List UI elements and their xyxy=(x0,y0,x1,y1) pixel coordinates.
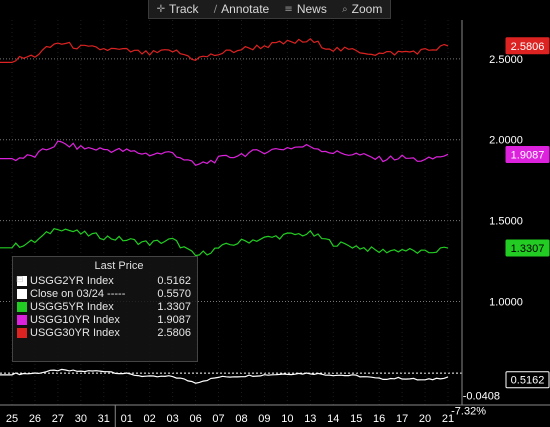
change-annotation: -0.0408 xyxy=(463,391,500,403)
x-tick-label: 10 xyxy=(281,413,293,425)
legend-row-2yr[interactable]: USGG2YR Index 0.5162 xyxy=(17,274,191,287)
pencil-icon: ∕ xyxy=(213,3,218,15)
x-tick-label: 25 xyxy=(6,413,18,425)
series-line-usgg5yr xyxy=(0,228,449,257)
x-tick-label: 01 xyxy=(121,413,133,425)
series-line-usgg10yr xyxy=(0,140,449,166)
legend-series-value: 0.5570 xyxy=(157,287,191,300)
x-tick-label: 16 xyxy=(373,413,385,425)
legend-series-name: USGG5YR Index xyxy=(30,300,114,313)
chart-legend: ⊟ Last Price USGG2YR Index 0.5162 Close … xyxy=(12,256,198,362)
x-tick-label: 07 xyxy=(212,413,224,425)
x-tick-label: 14 xyxy=(327,413,339,425)
y-tick-label: 2.0000 xyxy=(489,135,523,147)
y-tick-label: 1.0000 xyxy=(489,296,523,308)
annotate-button[interactable]: ∕ Annotate xyxy=(214,2,269,16)
series-line-usgg30yr xyxy=(0,38,449,63)
zoom-button[interactable]: ⌕ Zoom xyxy=(342,2,382,16)
news-label: News xyxy=(296,2,327,16)
price-label-box xyxy=(505,145,550,163)
x-tick-label: 09 xyxy=(258,413,270,425)
legend-swatch xyxy=(17,314,27,325)
legend-swatch xyxy=(17,288,27,299)
price-label-text: 1.3307 xyxy=(511,243,545,255)
legend-series-value: 0.5162 xyxy=(157,274,191,287)
x-tick-label: 26 xyxy=(29,413,41,425)
zoom-label: Zoom xyxy=(351,2,383,16)
legend-series-value: 1.9087 xyxy=(157,313,191,326)
price-label-text: 2.5806 xyxy=(511,41,545,53)
series-line-usgg2yr xyxy=(0,368,449,384)
x-tick-label: 30 xyxy=(75,413,87,425)
track-button[interactable]: ✛ Track xyxy=(157,2,199,16)
legend-series-name: USGG10YR Index xyxy=(30,313,120,326)
x-tick-label: 20 xyxy=(419,413,431,425)
legend-series-name: USGG2YR Index xyxy=(30,274,114,287)
price-label-box xyxy=(505,371,550,389)
x-tick-label: 08 xyxy=(235,413,247,425)
price-label-box xyxy=(505,37,550,55)
legend-row-10yr[interactable]: USGG10YR Index 1.9087 xyxy=(17,313,191,326)
legend-row-30yr[interactable]: USGG30YR Index 2.5806 xyxy=(17,326,191,339)
legend-row-5yr[interactable]: USGG5YR Index 1.3307 xyxy=(17,300,191,313)
x-tick-label: 21 xyxy=(442,413,454,425)
x-tick-label: 15 xyxy=(350,413,362,425)
x-tick-label: 03 xyxy=(167,413,179,425)
legend-row-close[interactable]: Close on 03/24 ----- 0.5570 xyxy=(17,287,191,300)
annotate-label: Annotate xyxy=(221,2,270,16)
legend-series-value: 2.5806 xyxy=(157,326,191,339)
x-tick-label: 13 xyxy=(304,413,316,425)
x-tick-label: 06 xyxy=(189,413,201,425)
legend-series-value: 1.3307 xyxy=(157,300,191,313)
x-tick-label: 27 xyxy=(52,413,64,425)
news-icon: ≡ xyxy=(284,3,293,15)
price-label-text: 1.9087 xyxy=(511,149,545,161)
y-tick-label: 1.5000 xyxy=(489,216,523,228)
x-tick-label: 17 xyxy=(396,413,408,425)
legend-swatch xyxy=(17,275,27,286)
legend-swatch xyxy=(17,327,27,338)
collapse-icon[interactable]: ⊟ xyxy=(16,274,24,284)
legend-swatch xyxy=(17,301,27,312)
crosshair-icon: ✛ xyxy=(156,3,165,15)
legend-series-name: Close on 03/24 ----- xyxy=(30,287,126,300)
legend-title: Last Price xyxy=(94,260,144,272)
x-tick-label: 31 xyxy=(98,413,110,425)
chart-toolbar: ✛ Track ∕ Annotate ≡ News ⌕ Zoom xyxy=(148,0,391,19)
y-tick-label: 2.5000 xyxy=(489,54,523,66)
price-label-box xyxy=(505,239,550,257)
magnifier-icon: ⌕ xyxy=(342,3,348,15)
track-label: Track xyxy=(169,2,199,16)
news-button[interactable]: ≡ News xyxy=(284,2,326,16)
price-label-text: 0.5162 xyxy=(511,375,545,387)
change-pct-annotation: -7.32% xyxy=(451,406,486,418)
legend-series-name: USGG30YR Index xyxy=(30,326,120,339)
x-tick-label: 02 xyxy=(144,413,156,425)
